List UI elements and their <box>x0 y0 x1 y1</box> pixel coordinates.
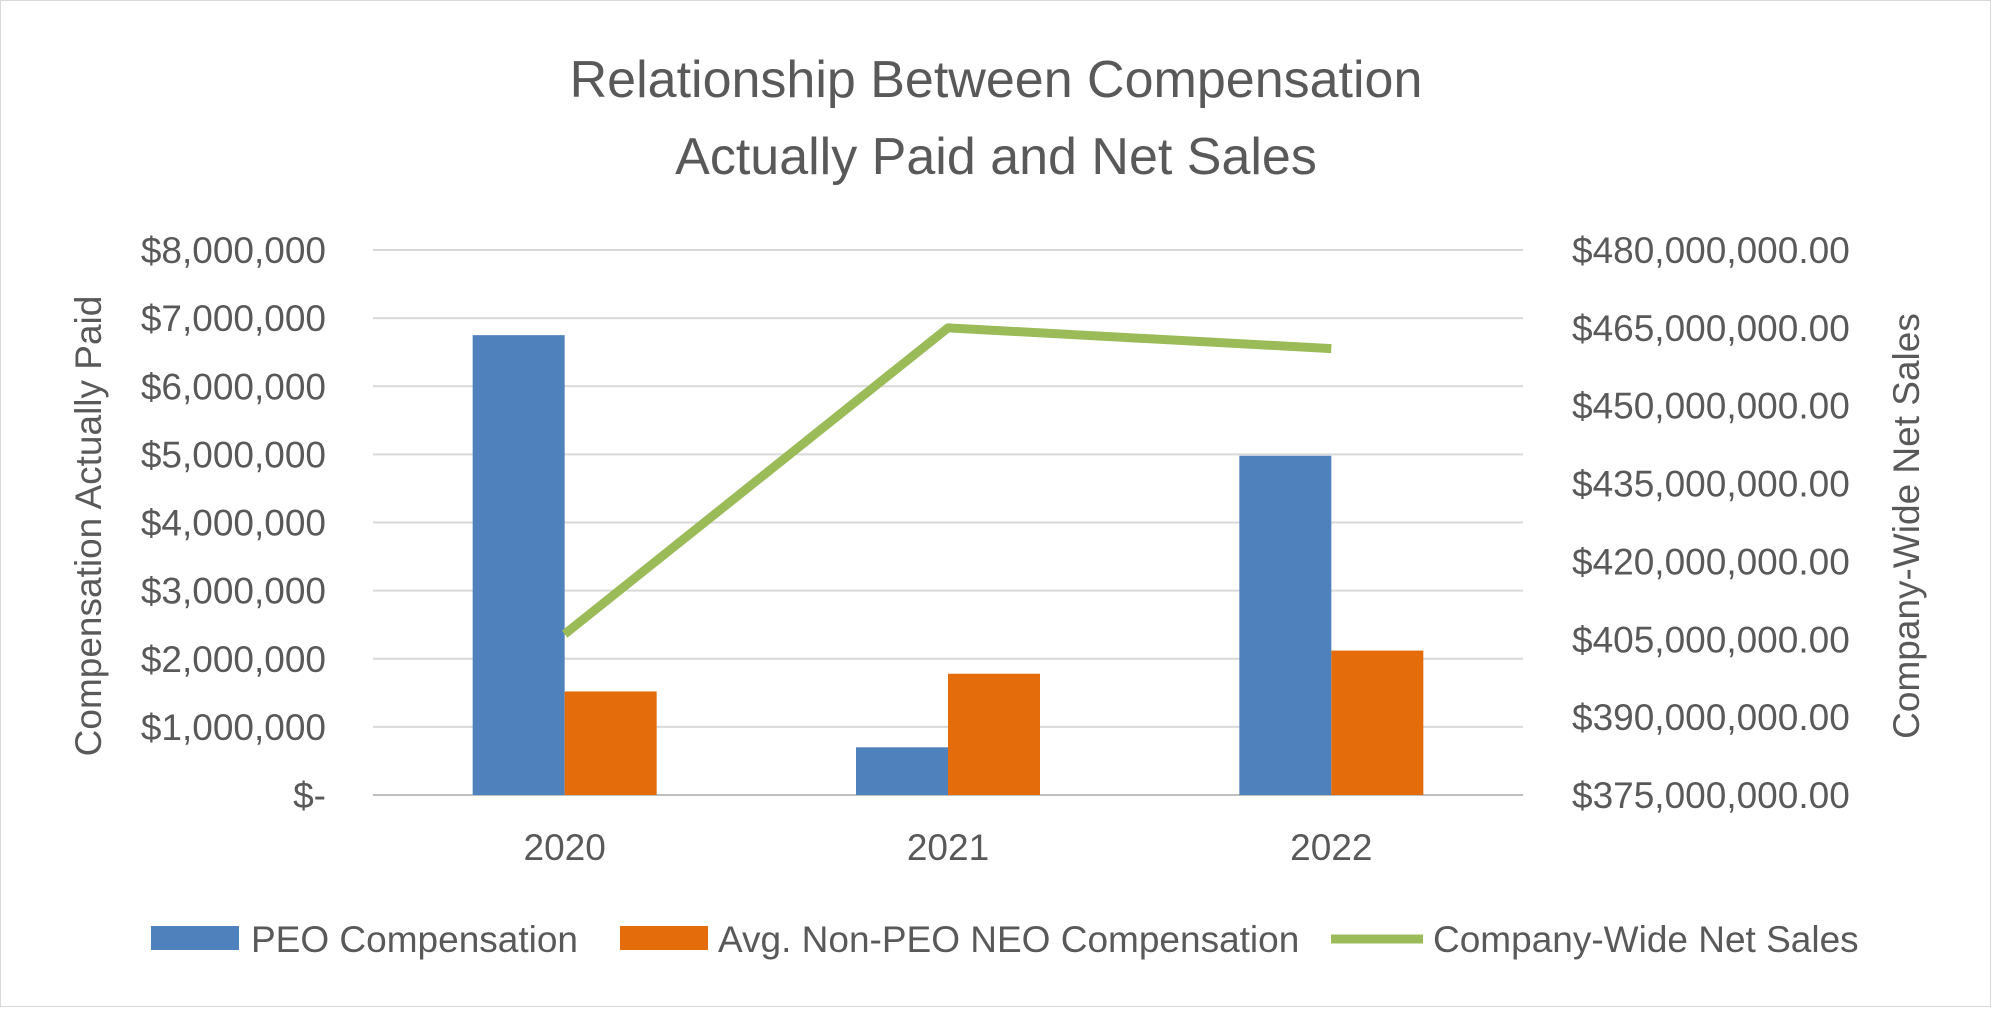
y2-tick-label: $465,000,000.00 <box>1572 308 1850 349</box>
y-tick-label: $7,000,000 <box>141 298 326 339</box>
legend-label: Company-Wide Net Sales <box>1433 919 1859 960</box>
y2-tick-label: $405,000,000.00 <box>1572 619 1850 660</box>
y-tick-label: $8,000,000 <box>141 230 326 271</box>
y2-tick-label: $390,000,000.00 <box>1572 697 1850 738</box>
bar-non-peo-2021 <box>948 674 1040 795</box>
y-tick-label: $1,000,000 <box>141 707 326 748</box>
chart-title-line-1: Relationship Between Compensation <box>570 51 1423 109</box>
legend-label: PEO Compensation <box>251 919 578 960</box>
y-tick-label: $5,000,000 <box>141 434 326 475</box>
bar-non-peo-2020 <box>565 691 657 795</box>
y2-axis-title: Company-Wide Net Sales <box>1886 313 1927 739</box>
legend-swatch <box>151 926 239 950</box>
y2-tick-label: $480,000,000.00 <box>1572 230 1850 271</box>
net-sales-line <box>565 328 1332 634</box>
y2-tick-label: $420,000,000.00 <box>1572 541 1850 582</box>
legend-swatch <box>620 926 708 950</box>
x-tick-label: 2020 <box>524 827 606 868</box>
y-tick-label: $2,000,000 <box>141 639 326 680</box>
y-tick-label: $- <box>293 775 326 816</box>
y-tick-label: $3,000,000 <box>141 571 326 612</box>
y-tick-label: $4,000,000 <box>141 503 326 544</box>
x-tick-label: 2021 <box>907 827 989 868</box>
bar-peo-2021 <box>856 747 948 795</box>
y-axis-title: Compensation Actually Paid <box>68 296 109 757</box>
chart-title-line-2: Actually Paid and Net Sales <box>675 128 1317 186</box>
bar-non-peo-2022 <box>1331 651 1423 795</box>
x-tick-label: 2022 <box>1290 827 1372 868</box>
bar-peo-2022 <box>1239 456 1331 795</box>
y2-tick-label: $435,000,000.00 <box>1572 464 1850 505</box>
y2-tick-label: $450,000,000.00 <box>1572 386 1850 427</box>
bar-peo-2020 <box>473 335 565 795</box>
legend-label: Avg. Non-PEO NEO Compensation <box>718 919 1299 960</box>
y2-tick-label: $375,000,000.00 <box>1572 775 1850 816</box>
y-tick-label: $6,000,000 <box>141 366 326 407</box>
